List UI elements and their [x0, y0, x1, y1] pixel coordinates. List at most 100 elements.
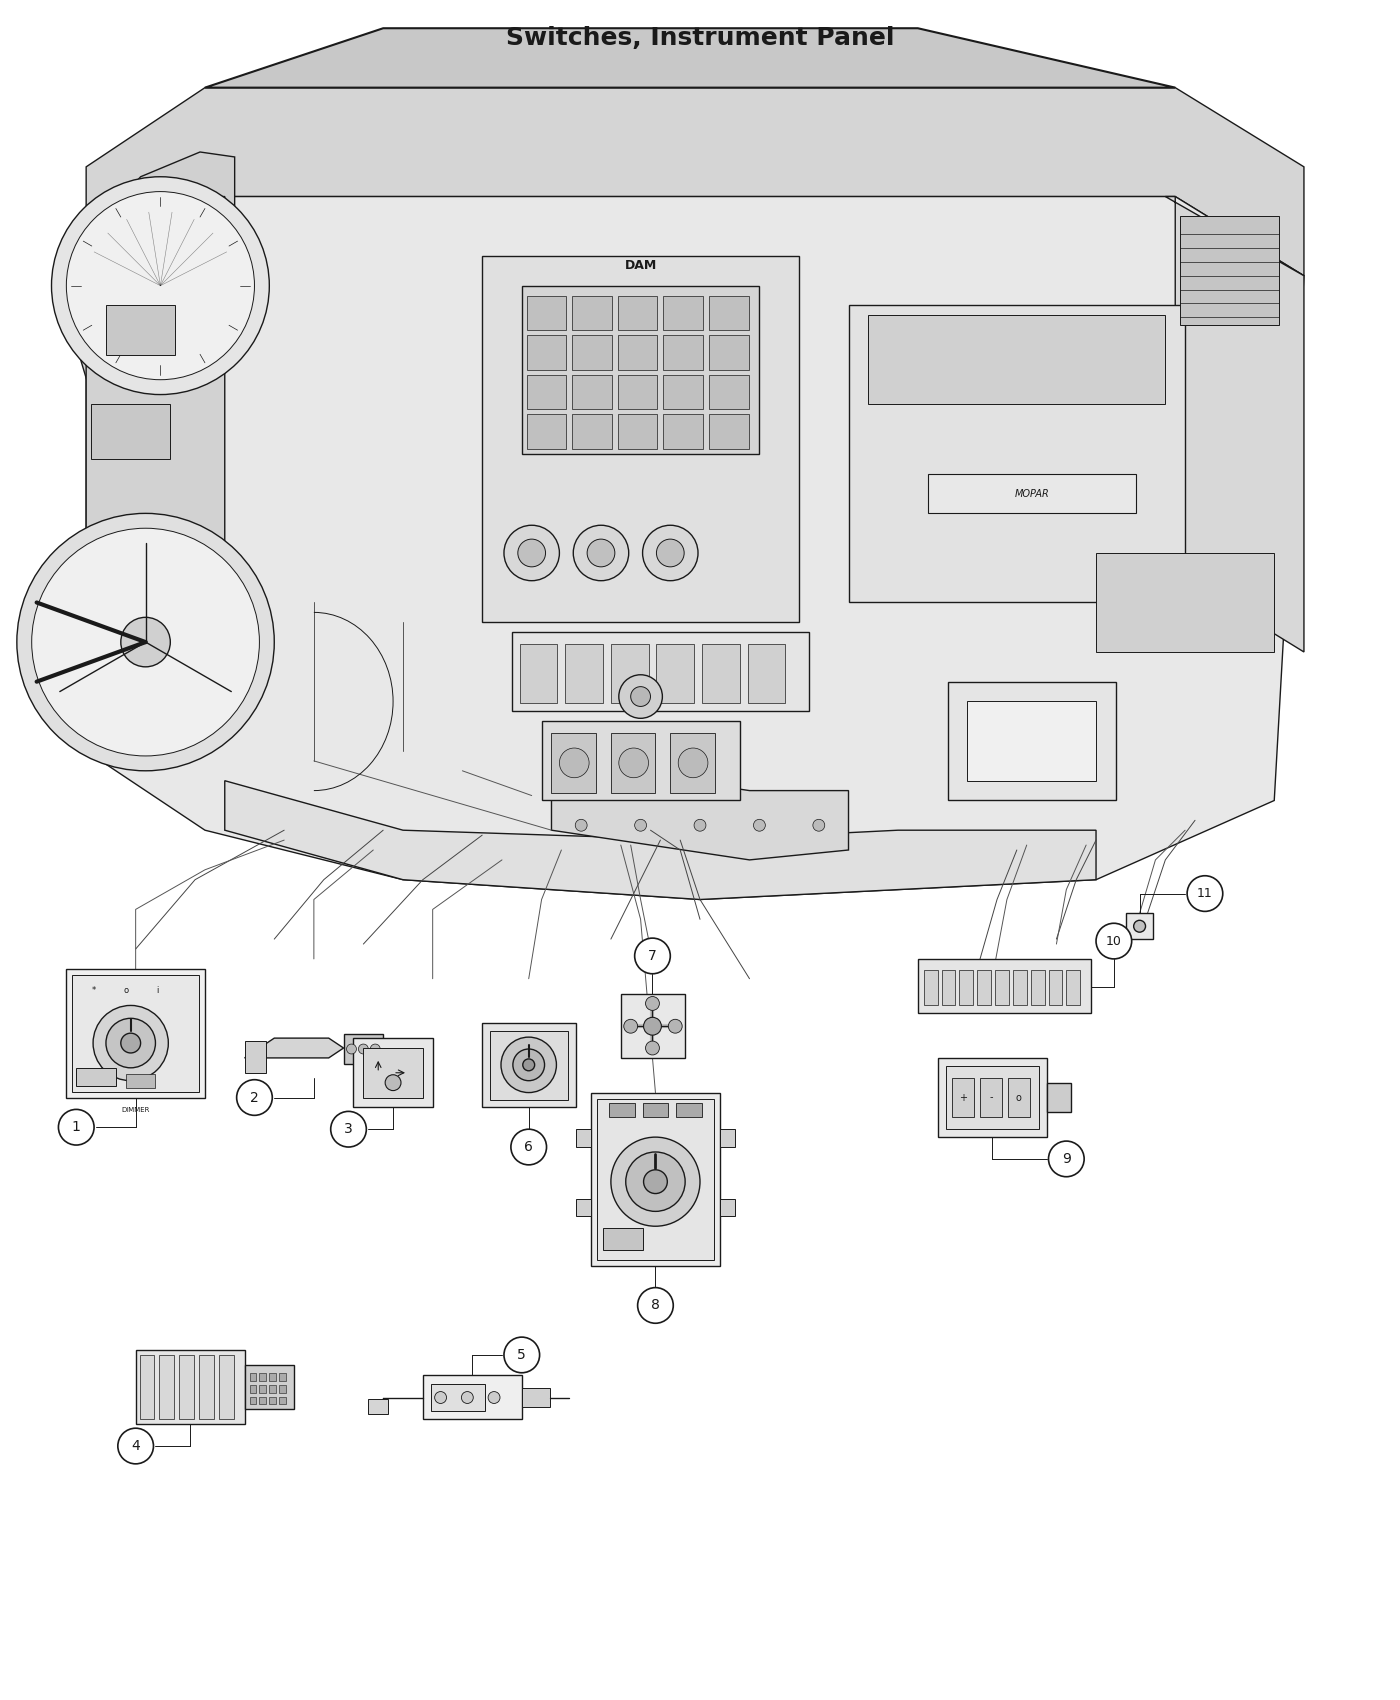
Bar — [708, 374, 749, 410]
Text: o: o — [123, 986, 129, 994]
Polygon shape — [245, 1039, 343, 1057]
Bar — [1049, 969, 1063, 1005]
Bar — [218, 1355, 234, 1420]
Bar — [140, 1355, 154, 1420]
Bar — [603, 1227, 643, 1249]
Bar — [66, 969, 204, 1098]
Bar — [942, 969, 955, 1005]
Bar — [617, 374, 658, 410]
Polygon shape — [76, 151, 235, 415]
Polygon shape — [66, 583, 214, 711]
Bar — [1126, 913, 1154, 938]
Circle shape — [645, 1040, 659, 1056]
Circle shape — [637, 1287, 673, 1323]
Bar — [552, 733, 596, 792]
Text: 3: 3 — [344, 1122, 353, 1136]
Bar — [664, 335, 703, 371]
Circle shape — [630, 687, 651, 707]
Circle shape — [644, 1170, 668, 1193]
Bar — [609, 1103, 634, 1117]
Circle shape — [645, 996, 659, 1010]
Circle shape — [106, 1018, 155, 1068]
Bar — [720, 1129, 735, 1148]
Circle shape — [118, 1428, 154, 1464]
Bar — [249, 1384, 256, 1392]
Bar — [671, 733, 715, 792]
Bar — [995, 969, 1009, 1005]
Bar — [620, 993, 685, 1057]
Circle shape — [522, 1059, 535, 1071]
Bar — [199, 1355, 214, 1420]
Bar — [279, 1396, 286, 1404]
Bar — [542, 721, 739, 801]
Text: DIMMER: DIMMER — [122, 1107, 150, 1114]
Bar — [928, 474, 1135, 513]
Bar — [431, 1384, 486, 1411]
Circle shape — [668, 1020, 682, 1034]
Bar — [938, 1057, 1047, 1137]
Bar — [664, 374, 703, 410]
Bar — [259, 1374, 266, 1380]
Bar — [720, 1198, 735, 1216]
Bar — [512, 632, 809, 711]
Circle shape — [120, 617, 171, 666]
Bar — [566, 644, 603, 704]
Circle shape — [237, 1080, 272, 1115]
Bar — [948, 682, 1116, 801]
Text: 2: 2 — [251, 1090, 259, 1105]
Circle shape — [694, 819, 706, 831]
Bar — [596, 1098, 714, 1260]
Bar — [1008, 1078, 1029, 1117]
Bar — [577, 1129, 591, 1148]
Text: Switches, Instrument Panel: Switches, Instrument Panel — [505, 26, 895, 49]
Circle shape — [1096, 923, 1131, 959]
Bar — [573, 374, 612, 410]
Text: -: - — [990, 1093, 993, 1103]
Bar — [708, 335, 749, 371]
Bar — [977, 969, 991, 1005]
Circle shape — [634, 938, 671, 974]
Bar — [91, 405, 171, 459]
Text: 5: 5 — [518, 1348, 526, 1362]
Circle shape — [643, 525, 699, 581]
Circle shape — [573, 525, 629, 581]
Circle shape — [610, 1137, 700, 1226]
Bar — [1030, 969, 1044, 1005]
Text: 11: 11 — [1197, 887, 1212, 899]
Circle shape — [753, 819, 766, 831]
Polygon shape — [87, 197, 1303, 899]
Circle shape — [575, 819, 587, 831]
Bar — [610, 733, 655, 792]
Text: 10: 10 — [1106, 935, 1121, 947]
Circle shape — [624, 1020, 637, 1034]
Bar — [526, 374, 567, 410]
Bar — [160, 1355, 174, 1420]
Circle shape — [489, 1392, 500, 1404]
Bar — [617, 415, 658, 449]
Bar — [701, 644, 739, 704]
Circle shape — [358, 1044, 368, 1054]
Bar — [368, 1399, 388, 1414]
Bar — [657, 644, 694, 704]
Bar — [136, 1350, 245, 1425]
Circle shape — [52, 177, 269, 394]
Bar — [364, 1047, 423, 1098]
Bar — [924, 969, 938, 1005]
Circle shape — [371, 1044, 381, 1054]
Text: MOPAR: MOPAR — [1015, 488, 1049, 498]
Polygon shape — [225, 780, 1096, 899]
Bar — [664, 415, 703, 449]
Circle shape — [1187, 876, 1222, 911]
Circle shape — [1049, 1141, 1084, 1176]
Bar — [617, 335, 658, 371]
Polygon shape — [1165, 197, 1303, 653]
Circle shape — [1134, 920, 1145, 932]
Bar — [522, 1387, 550, 1408]
Circle shape — [813, 819, 825, 831]
Bar — [423, 1375, 522, 1420]
Bar — [73, 974, 199, 1091]
Text: i: i — [157, 986, 158, 994]
Bar — [868, 316, 1165, 405]
Circle shape — [619, 675, 662, 719]
Circle shape — [634, 819, 647, 831]
